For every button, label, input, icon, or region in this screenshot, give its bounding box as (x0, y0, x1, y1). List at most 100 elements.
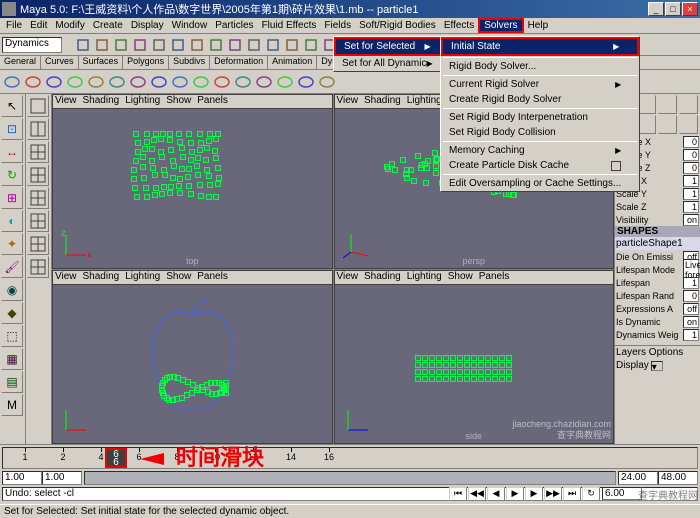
viewport-menu-item[interactable]: Shading (83, 95, 120, 108)
toolbar-button[interactable] (264, 36, 282, 54)
viewport-menu-item[interactable]: Shading (364, 271, 401, 284)
tool-button[interactable]: ✦ (1, 233, 23, 255)
start-time[interactable]: 1.00 (2, 471, 42, 485)
toolbar-button[interactable] (169, 36, 187, 54)
shelf-item[interactable] (107, 72, 127, 92)
tool-button[interactable]: ▦ (1, 348, 23, 370)
toolbar-button[interactable] (207, 36, 225, 54)
viewport-menu-item[interactable]: View (55, 271, 77, 284)
shelf-item[interactable] (65, 72, 85, 92)
menu-soft-rigid-bodies[interactable]: Soft/Rigid Bodies (355, 20, 440, 31)
layout-button[interactable] (27, 141, 49, 163)
layout-button[interactable] (27, 95, 49, 117)
menu-help[interactable]: Help (524, 20, 553, 31)
panel-tool[interactable] (679, 115, 698, 134)
tool-button[interactable]: ↔ (1, 141, 23, 163)
shelf-item[interactable] (149, 72, 169, 92)
viewport-menu-item[interactable]: Show (166, 95, 191, 108)
toolbar-button[interactable] (112, 36, 130, 54)
tool-button[interactable]: M (1, 394, 23, 416)
layout-button[interactable] (27, 118, 49, 140)
menu-fields[interactable]: Fields (320, 20, 355, 31)
module-select[interactable]: Dynamics (2, 37, 62, 53)
shelf-tab[interactable]: Polygons (123, 56, 169, 69)
maximize-button[interactable]: □ (665, 2, 681, 16)
menu-fluid-effects[interactable]: Fluid Effects (258, 20, 321, 31)
tool-button[interactable]: ◐ (1, 210, 23, 232)
shelf-tab[interactable]: Surfaces (79, 56, 124, 69)
menu-edit[interactable]: Edit (26, 20, 51, 31)
tool-button[interactable]: 🖌 (1, 256, 23, 278)
tool-button[interactable]: ⊞ (1, 187, 23, 209)
menu-item[interactable]: Set Rigid Body Interpenetration (441, 110, 639, 125)
viewport-menu-item[interactable]: Show (448, 271, 473, 284)
panel-tool[interactable] (658, 95, 677, 114)
end-time[interactable]: 48.00 (658, 471, 698, 485)
viewport-menu-item[interactable]: Lighting (125, 95, 160, 108)
channel-row[interactable]: Lifespan1 (615, 276, 700, 289)
close-button[interactable]: × (682, 2, 698, 16)
viewport-menu[interactable]: View Shading Lighting Show Panels (53, 271, 332, 285)
menu-modify[interactable]: Modify (51, 20, 88, 31)
viewport-menu-item[interactable]: Show (166, 271, 191, 284)
channel-row[interactable]: Lifespan Rand0 (615, 289, 700, 302)
playback-button[interactable]: ⏮ (449, 487, 467, 501)
menu-effects[interactable]: Effects (440, 20, 478, 31)
channel-row[interactable]: Is Dynamicon (615, 315, 700, 328)
shelf-item[interactable] (296, 72, 316, 92)
viewport-side[interactable]: ViewShadingLightingShowPanels for(let y=… (334, 270, 615, 445)
viewport-menu-item[interactable]: Lighting (407, 95, 442, 108)
toolbar-button[interactable] (226, 36, 244, 54)
toolbar-button[interactable] (245, 36, 263, 54)
tool-button[interactable]: ⬚ (1, 325, 23, 347)
menu-item[interactable]: Edit Oversampling or Cache Settings... (441, 176, 639, 191)
viewport-top[interactable]: ViewShadingLightingShowPanels for(let y=… (52, 94, 333, 269)
shelf-item[interactable] (317, 72, 337, 92)
menu-create[interactable]: Create (89, 20, 127, 31)
viewport-menu-item[interactable]: Shading (364, 95, 401, 108)
toolbar-button[interactable] (283, 36, 301, 54)
menu-item[interactable]: Set for All Dynamic▶ (334, 56, 451, 71)
toolbar-button[interactable] (131, 36, 149, 54)
viewport-menu-item[interactable]: Lighting (125, 271, 160, 284)
menu-item[interactable]: Memory Caching▶ (441, 143, 639, 158)
shelf-tab[interactable]: General (0, 56, 41, 69)
channel-row[interactable]: Visibilityon (615, 213, 700, 226)
toolbar-button[interactable] (150, 36, 168, 54)
viewport-menu-item[interactable]: View (337, 271, 359, 284)
playback-button[interactable]: ▶ (506, 487, 524, 501)
time-slider[interactable]: 66 1246810121416 (2, 447, 698, 469)
layout-button[interactable] (27, 210, 49, 232)
layout-button[interactable] (27, 164, 49, 186)
viewport-menu[interactable]: ViewShadingLightingShowPanels (53, 95, 332, 109)
channel-row[interactable]: Dynamics Weig1 (615, 328, 700, 341)
shelf-tab[interactable]: Animation (268, 56, 317, 69)
shelf-item[interactable] (212, 72, 232, 92)
shelf-item[interactable] (44, 72, 64, 92)
shelf-item[interactable] (254, 72, 274, 92)
menu-item[interactable]: Initial State▶ (441, 37, 639, 56)
menu-item[interactable]: Create Rigid Body Solver (441, 92, 639, 107)
range-slider[interactable]: 1.00 1.00 24.00 48.00 (2, 471, 698, 485)
viewport-menu-item[interactable]: Panels (197, 271, 228, 284)
shelf-item[interactable] (2, 72, 22, 92)
toolbar-button[interactable] (188, 36, 206, 54)
channel-row[interactable]: Expressions Aoff (615, 302, 700, 315)
viewport-menu-item[interactable]: Panels (197, 95, 228, 108)
shelf-tab[interactable]: Deformation (210, 56, 268, 69)
playback-button[interactable]: ⏭ (563, 487, 581, 501)
tool-button[interactable]: ↻ (1, 164, 23, 186)
playback-button[interactable]: ◀◀ (468, 487, 486, 501)
tool-button[interactable]: ◆ (1, 302, 23, 324)
menu-window[interactable]: Window (168, 20, 212, 31)
channel-row[interactable]: Scale Z1 (615, 200, 700, 213)
menu-item[interactable]: Current Rigid Solver▶ (441, 77, 639, 92)
tool-button[interactable]: ↖ (1, 95, 23, 117)
menu-particles[interactable]: Particles (211, 20, 257, 31)
viewport-menu-item[interactable]: Shading (83, 271, 120, 284)
viewport-menu-item[interactable]: Lighting (407, 271, 442, 284)
viewport-menu[interactable]: ViewShadingLightingShowPanels (335, 271, 614, 285)
playback-button[interactable]: ◀ (487, 487, 505, 501)
shelf-item[interactable] (128, 72, 148, 92)
shelf-tab[interactable]: Curves (41, 56, 79, 69)
